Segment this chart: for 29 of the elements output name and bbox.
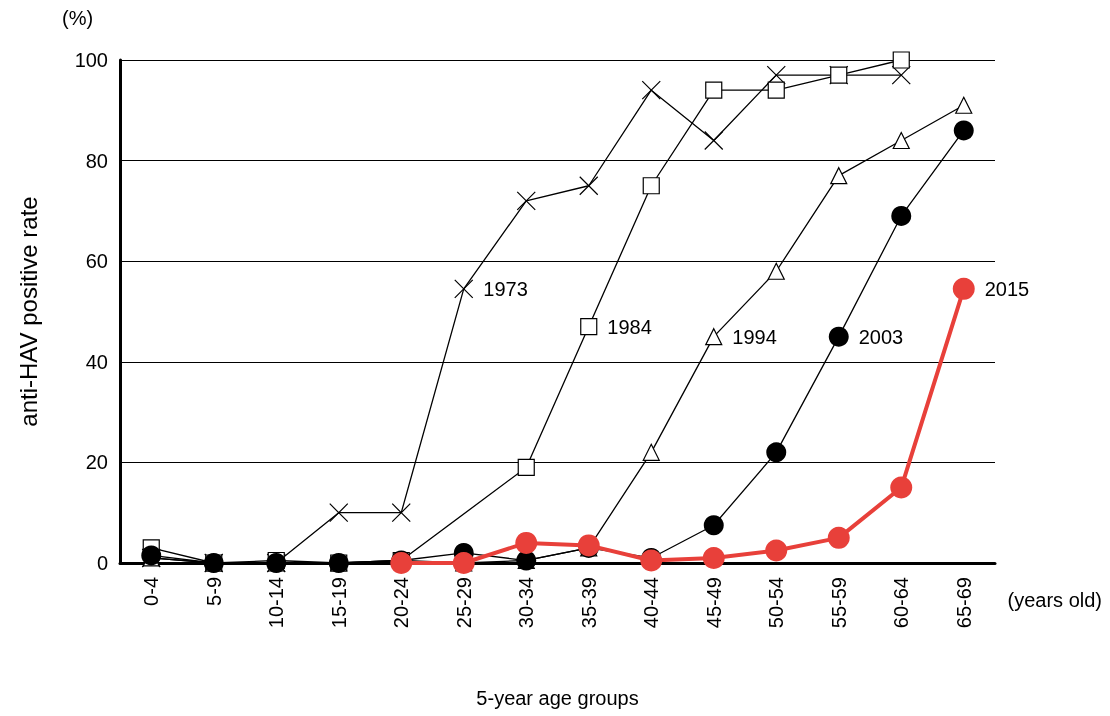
y-tick-label: 100 [74,49,108,71]
y-tick-label: 20 [85,451,108,474]
x-tick-label: 10-14 [265,577,288,629]
series-label: 1973 [483,277,528,300]
x-axis-title: 5-year age groups [476,687,639,709]
y-tick-label: 40 [85,350,108,373]
x-tick-label: 60-64 [890,577,913,629]
series-label: 2015 [984,277,1030,300]
x-tick-label: 35-39 [577,577,600,629]
x-tick-label: 50-54 [765,577,788,629]
x-tick-label: 40-44 [640,577,663,629]
x-tick-label: 30-34 [515,577,538,629]
y-tick-label: 0 [96,552,108,574]
text: (years old) [1007,589,1103,611]
x-tick-label: 25-29 [452,577,475,629]
y-tick-label: 80 [85,149,108,172]
x-tick-label: 20-24 [390,577,413,629]
x-tick-label: 0-4 [140,577,163,606]
text: (%) [62,7,94,29]
x-tick-label: 45-49 [702,577,725,629]
series-label: 2003 [858,325,904,348]
series-label: 1984 [607,315,652,338]
x-tick-label: 55-59 [827,577,850,629]
y-axis-title: anti-HAV positive rate [14,196,42,427]
x-tick-label: 15-19 [327,577,350,629]
y-tick-label: 60 [85,250,108,273]
series-label: 1994 [732,325,777,348]
x-tick-label: 5-9 [202,577,225,606]
x-tick-label: 65-69 [952,577,975,629]
